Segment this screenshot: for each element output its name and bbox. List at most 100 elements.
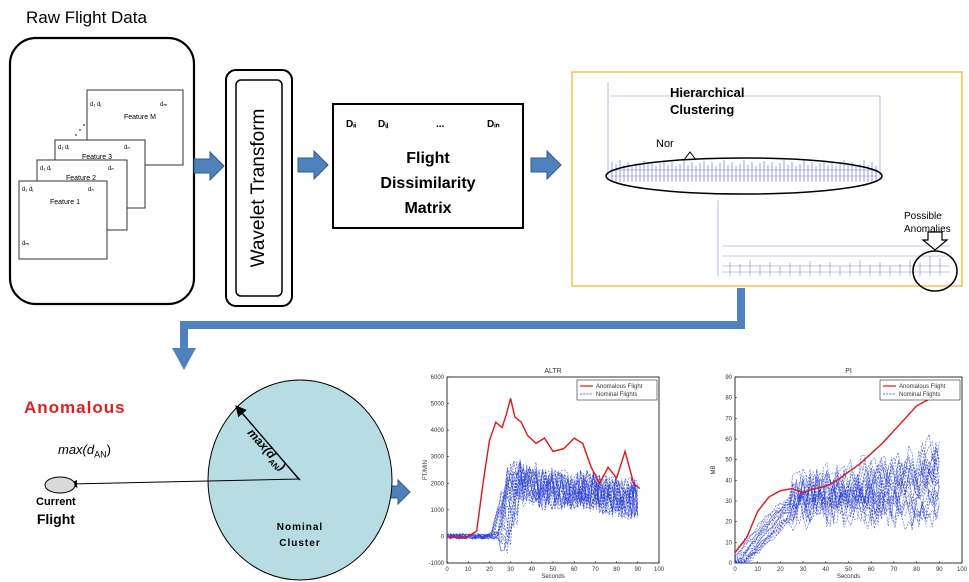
clustering-title-line2: Clustering: [670, 102, 735, 117]
matrix-ellipsis: ...: [436, 119, 445, 130]
anomalous-flight-line: [446, 398, 641, 539]
nominal-flight-line: [446, 465, 639, 539]
feature-3-cols-right: dₙ: [124, 145, 130, 151]
nominal-flight-line: [735, 488, 940, 564]
y-tick-label: 6000: [431, 375, 445, 381]
x-tick-label: 90: [936, 567, 943, 573]
x-axis-label: Seconds: [541, 574, 564, 580]
x-tick-label: 30: [800, 567, 807, 573]
feature-m-cols-right: dₘ: [160, 102, 168, 108]
x-tick-label: 80: [613, 567, 620, 573]
raw-flight-data-title: Raw Flight Data: [26, 8, 147, 27]
y-tick-label: 60: [725, 437, 732, 443]
nominal-ellipse: [605, 157, 883, 195]
matrix-entry-ij: Dᵢⱼ: [378, 119, 389, 130]
feature-m-label: Feature M: [124, 114, 156, 121]
connector-arrowhead: [172, 348, 196, 370]
x-axis-label: Seconds: [837, 574, 860, 580]
nominal-flight-line: [446, 462, 639, 540]
legend-anomalous-label: Anomalous Flight: [899, 384, 946, 390]
y-tick-label: 40: [725, 478, 732, 484]
current-flight-label: Current Flight: [36, 494, 76, 528]
y-tick-label: 3000: [431, 455, 445, 461]
x-tick-label: 60: [571, 567, 578, 573]
nominal-flight-line: [734, 467, 940, 564]
dendrogram-bottom-leaves: [729, 256, 941, 276]
dendrogram-bottom: [717, 200, 950, 276]
connector-line: [180, 288, 745, 352]
y-tick-label: 50: [725, 458, 732, 464]
anomalous-heading: Anomalous: [24, 398, 126, 417]
nominal-flight-line: [734, 441, 940, 564]
y-tick-label: 70: [725, 416, 732, 422]
nominal-flight-line: [446, 460, 639, 540]
chart-title: PI: [845, 368, 852, 375]
x-tick-label: 0: [445, 567, 449, 573]
legend-nominal-label: Nominal Flights: [899, 392, 940, 398]
clustering-title-line1: Hierarchical: [670, 85, 745, 100]
matrix-box: [332, 103, 524, 229]
possible-anomalies-label: Possible Anomalies: [904, 210, 951, 236]
plot-area: [446, 376, 660, 564]
x-tick-label: 100: [654, 567, 665, 573]
arrow-to-wavelet: [193, 150, 225, 182]
x-tick-label: 90: [634, 567, 641, 573]
distance-label-close: ): [106, 442, 111, 457]
y-tick-label: 4000: [431, 428, 445, 434]
distance-label-sub: AN: [94, 449, 107, 460]
wavelet-label: Wavelet Transform: [248, 108, 269, 268]
matrix-entry-ii: Dᵢᵢ: [346, 119, 357, 130]
clustering-frame: [571, 71, 963, 287]
x-tick-label: 50: [845, 567, 852, 573]
feature-sheet-1: [18, 180, 108, 260]
nominal-flight-line: [734, 433, 940, 564]
y-tick-label: 5000: [431, 402, 445, 408]
y-tick-label: -1000: [429, 561, 445, 567]
wavelet-inner-box: [235, 79, 283, 297]
feature-1-bottom: dₘ: [22, 241, 30, 247]
nominal-short-label: Nor: [656, 138, 674, 150]
feature-1-cols-right: dₙ: [88, 187, 94, 193]
y-tick-label: 30: [725, 499, 732, 505]
nominal-flight-line: [446, 469, 638, 540]
x-tick-label: 30: [507, 567, 514, 573]
nominal-flight-line: [734, 441, 940, 564]
nominal-flight-line: [734, 459, 940, 564]
feature-1-cols: d₁ dⱼ: [22, 187, 34, 193]
x-tick-label: 10: [754, 567, 761, 573]
current-flight-line2: Flight: [36, 511, 75, 527]
y-axis-label: FT/MIN: [423, 460, 429, 480]
legend-nominal-label: Nominal Flights: [596, 392, 637, 398]
nominal-cluster-label: Nominal Cluster: [255, 520, 345, 552]
y-tick-label: 20: [725, 520, 732, 526]
pipeline-arrows: [193, 149, 562, 506]
matrix-title-line1: Flight: [406, 150, 450, 167]
nominal-flight-line: [734, 453, 940, 564]
nominal-flight-line: [446, 463, 639, 542]
distance-arrow: [69, 478, 301, 488]
nominal-flight-line: [446, 469, 638, 544]
legend-box: [879, 379, 961, 401]
nominal-flight-line: [446, 466, 639, 546]
feature-dots: [75, 124, 85, 136]
matrix-title: Flight Dissimilarity Matrix: [333, 146, 523, 221]
nominal-flight-line: [734, 457, 940, 561]
nominal-cluster-line1: Nominal: [276, 522, 324, 533]
x-tick-label: 70: [891, 567, 898, 573]
nominal-flight-line: [734, 475, 940, 562]
nominal-flight-line: [446, 460, 639, 540]
y-tick-label: 0: [729, 561, 733, 567]
nominal-flight-line: [734, 489, 940, 564]
y-tick-label: 0: [441, 534, 445, 540]
nominal-flight-line: [734, 458, 940, 564]
nominal-marker: [683, 151, 697, 161]
y-tick-label: 1000: [431, 508, 445, 514]
feature-1-label: Feature 1: [50, 199, 80, 206]
current-flight-oval: [44, 476, 76, 494]
feature-m-cols: d₁ dⱼ: [90, 102, 102, 108]
x-tick-label: 20: [486, 567, 493, 573]
y-tick-label: 10: [725, 540, 732, 546]
x-tick-label: 70: [592, 567, 599, 573]
